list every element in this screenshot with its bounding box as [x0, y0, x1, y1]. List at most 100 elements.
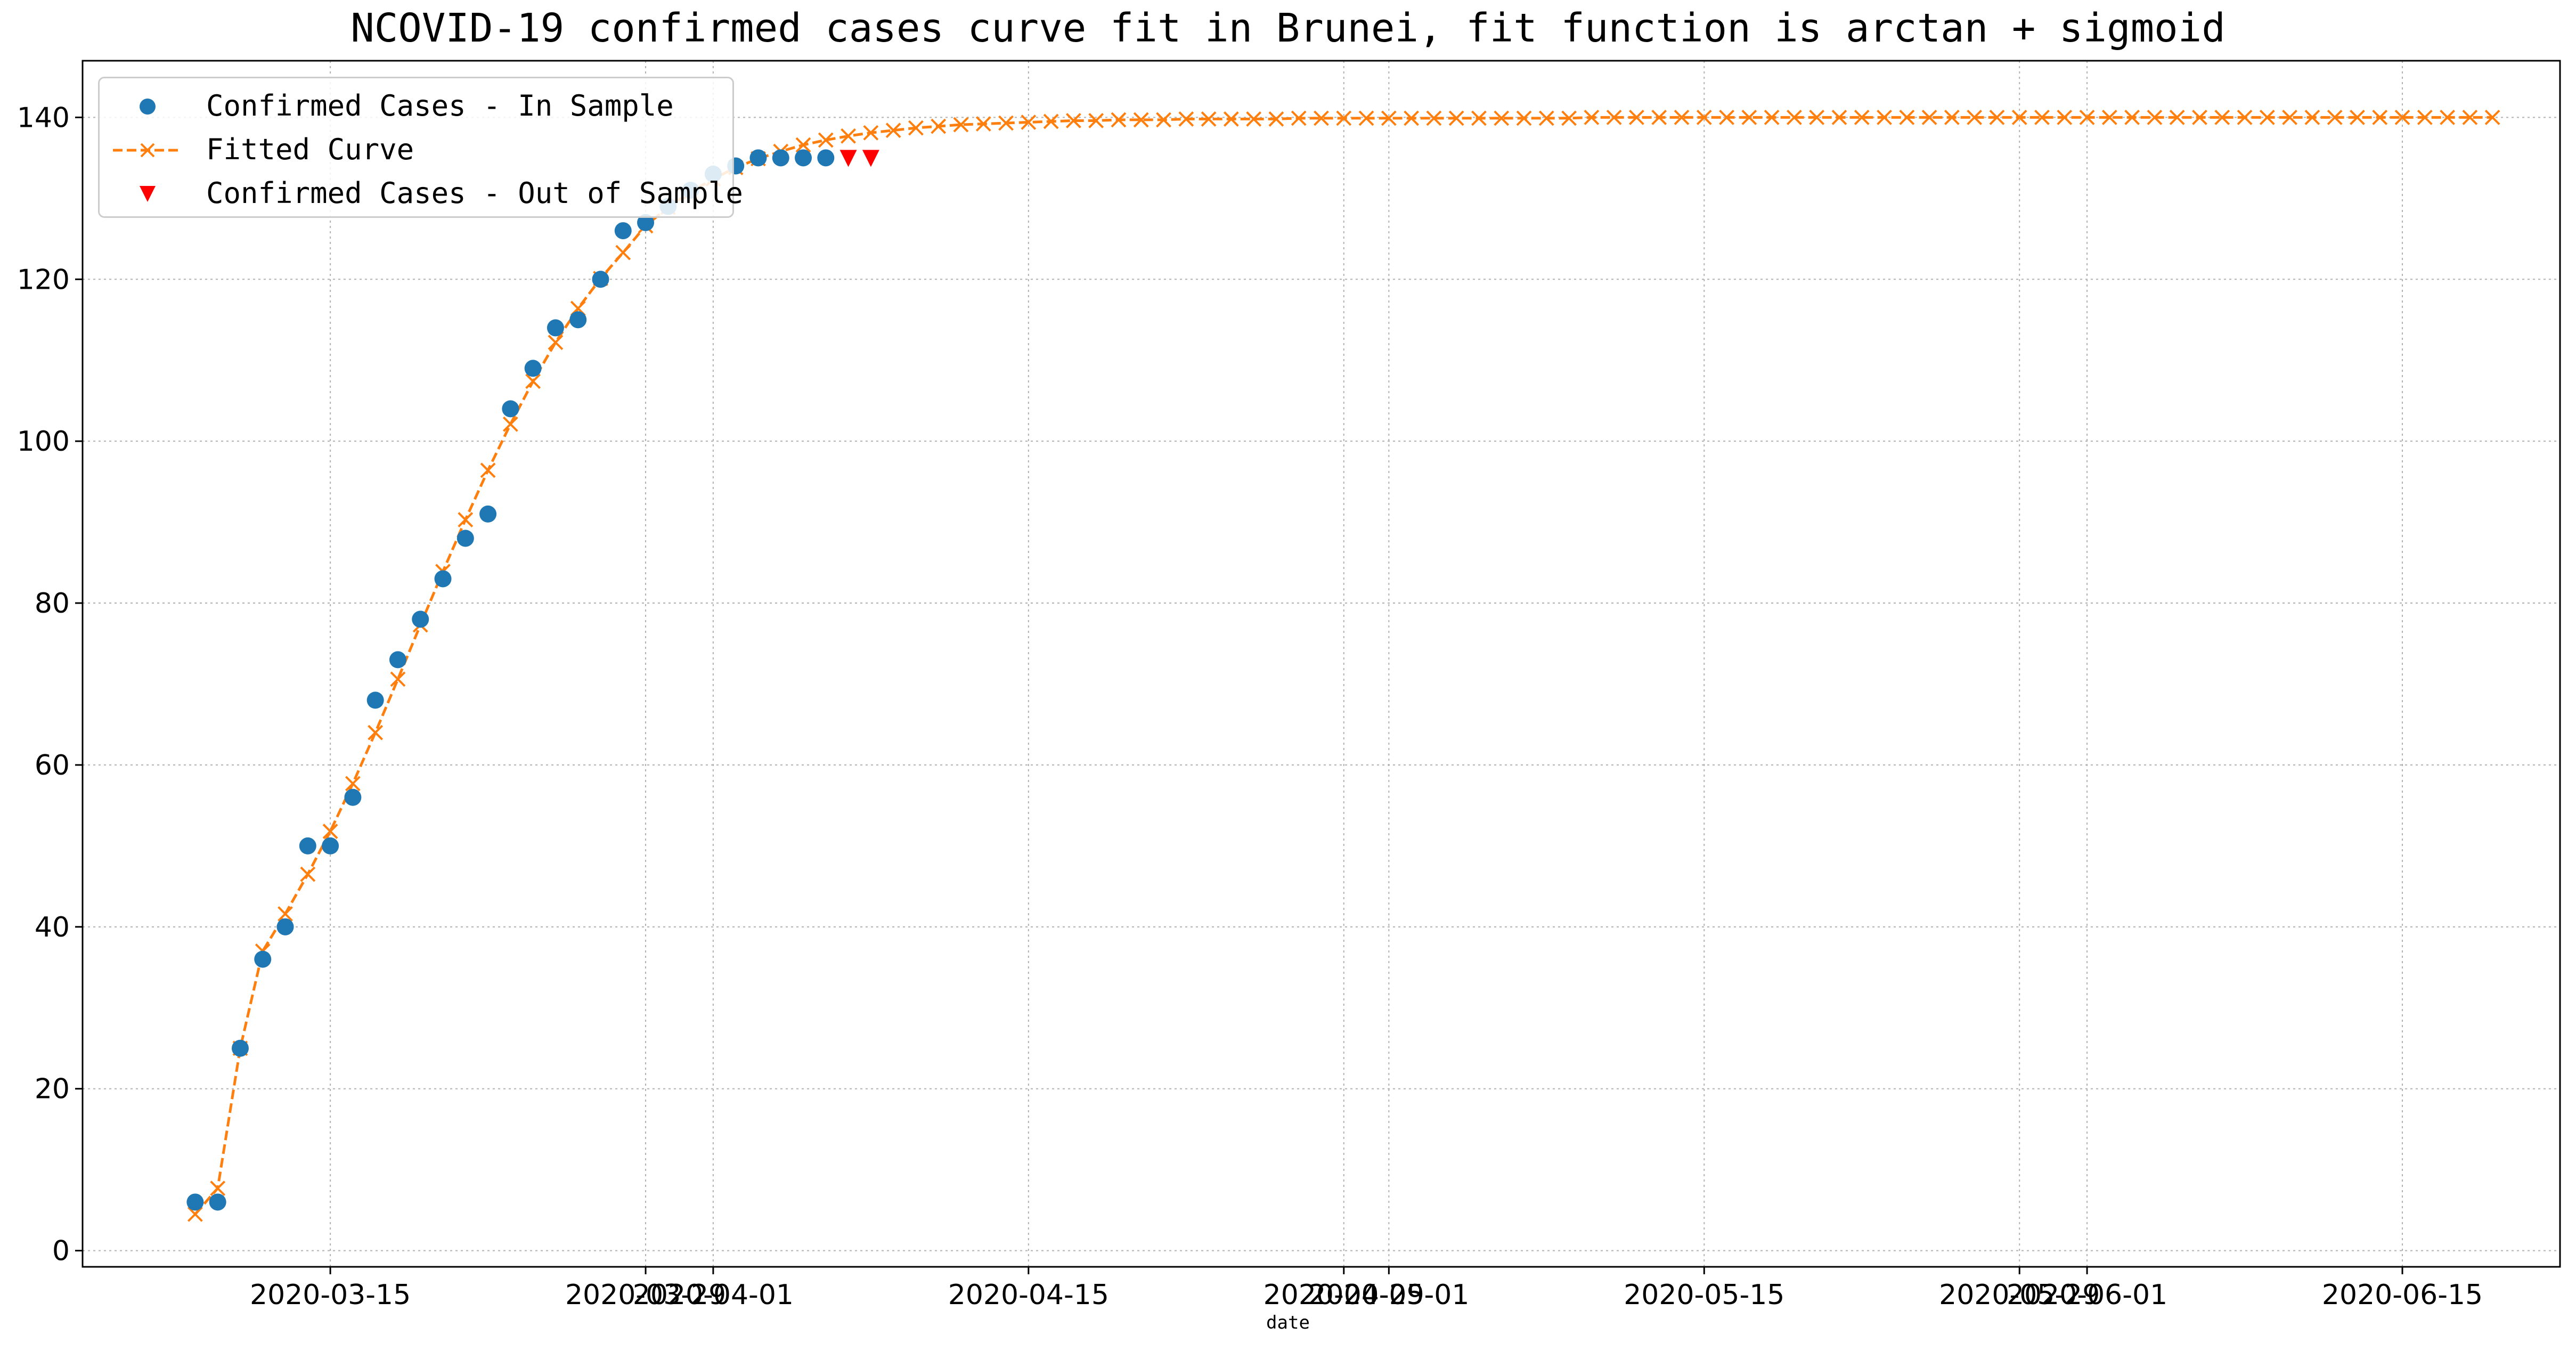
fitted-curve-marker	[480, 462, 496, 478]
fitted-curve-marker	[1448, 110, 1464, 126]
y-tick-label: 40	[35, 911, 70, 943]
fitted-curve-marker	[975, 116, 991, 132]
legend-swatch-out-of-sample	[140, 186, 156, 202]
fitted-curve-marker	[1314, 110, 1329, 126]
fitted-curve-marker	[1201, 111, 1217, 127]
out-of-sample-point	[839, 150, 857, 167]
axes-frame	[81, 60, 2561, 1268]
fitted-curve-marker	[1899, 109, 1915, 125]
fitted-curve-marker	[2124, 109, 2140, 125]
in-sample-point	[276, 918, 294, 935]
in-sample-point	[524, 360, 542, 377]
fitted-curve-marker	[1877, 109, 1892, 125]
in-sample-point	[772, 149, 789, 167]
fitted-curve-marker	[2484, 109, 2500, 125]
y-tick-label: 140	[17, 102, 70, 134]
fitted-curve-marker	[1989, 109, 2005, 125]
fitted-curve-marker	[2169, 109, 2185, 125]
y-tick-label: 20	[35, 1073, 70, 1105]
x-axis-label: date	[1266, 1312, 1310, 1333]
chart-title: NCOVID-19 confirmed cases curve fit in B…	[350, 5, 2226, 51]
legend-swatch-in-sample	[140, 99, 156, 115]
y-tick-label: 0	[52, 1235, 70, 1267]
fitted-curve-marker	[548, 335, 564, 351]
fitted-curve-marker	[2101, 109, 2117, 125]
fitted-curve-marker	[1831, 109, 1847, 125]
in-sample-point	[614, 222, 632, 240]
fitted-curve-marker	[931, 118, 947, 134]
fitted-curve-marker	[1268, 111, 1284, 127]
in-sample-point	[412, 611, 429, 628]
fitted-curve-marker	[1561, 110, 1577, 126]
fitted-curve-marker	[345, 776, 361, 792]
fitted-curve-marker	[1967, 109, 1983, 125]
fitted-curve-marker	[300, 866, 316, 882]
fitted-curve-marker	[885, 123, 901, 139]
legend-label-out-of-sample: Confirmed Cases - Out of Sample	[206, 176, 743, 210]
legend-item-out-of-sample: Confirmed Cases - Out of Sample	[100, 172, 743, 216]
x-tick-label: 2020-05-29	[1939, 1279, 2100, 1311]
out-of-sample-point	[862, 150, 879, 167]
legend-item-fitted: Fitted Curve	[100, 128, 732, 172]
legend-label-fitted: Fitted Curve	[206, 133, 414, 166]
fitted-curve-marker	[210, 1181, 226, 1197]
fitted-curve-marker	[908, 120, 924, 136]
fitted-curve-marker	[458, 512, 474, 527]
fitted-curve-marker	[1516, 110, 1532, 126]
fitted-curve-marker	[1741, 109, 1757, 125]
fitted-curve-marker	[1787, 109, 1802, 125]
in-sample-point	[456, 530, 474, 547]
fitted-curve-marker	[1651, 109, 1667, 125]
fitted-curve-marker	[795, 137, 811, 153]
fitted-curve-marker	[2282, 109, 2298, 125]
in-sample-point	[254, 950, 272, 968]
in-sample-point	[186, 1193, 204, 1211]
in-sample-point	[344, 788, 362, 806]
fitted-curve-marker	[1606, 109, 1622, 125]
fitted-curve-marker	[1629, 109, 1644, 125]
x-tick-label: 2020-03-29	[565, 1279, 726, 1311]
x-tick-label: 2020-04-29	[1263, 1279, 1424, 1311]
fitted-curve-marker	[502, 416, 518, 432]
fitted-curve-marker	[2011, 109, 2027, 125]
fitted-curve-marker	[1021, 115, 1037, 130]
fitted-curve-marker	[2327, 109, 2343, 125]
fitted-curve-marker	[1854, 109, 1870, 125]
fitted-curve-marker	[1674, 109, 1690, 125]
in-sample-point	[502, 400, 519, 418]
fitted-curve-marker	[1584, 109, 1600, 125]
in-sample-point	[547, 319, 564, 337]
fitted-curve-marker	[1381, 110, 1397, 126]
fitted-curve-marker	[2237, 109, 2253, 125]
fitted-curve-marker	[525, 373, 541, 389]
in-sample-point	[322, 837, 339, 854]
fitted-curve-marker	[2034, 109, 2050, 125]
fitted-curve-marker	[2057, 109, 2073, 125]
y-tick-label: 60	[35, 750, 70, 782]
fitted-curve-marker	[368, 725, 384, 740]
y-tick-label: 80	[35, 588, 70, 620]
fitted-curve-marker	[2192, 109, 2207, 125]
fitted-curve-marker	[863, 125, 879, 141]
fitted-curve-marker	[1088, 113, 1104, 128]
fitted-curve-marker	[187, 1206, 203, 1222]
fitted-curve-marker	[2394, 109, 2410, 125]
fitted-curve-marker	[390, 671, 406, 687]
series-layer	[186, 109, 2500, 1222]
fitted-curve-marker	[1944, 109, 1960, 125]
legend-swatch-fitted	[113, 143, 182, 158]
fitted-curve-marker	[2259, 109, 2275, 125]
in-sample-point	[479, 505, 497, 523]
fitted-curve-marker	[2079, 109, 2095, 125]
in-sample-point	[209, 1193, 226, 1211]
fitted-curve-marker	[1043, 113, 1059, 129]
fitted-curve-marker	[1246, 111, 1262, 127]
fitted-curve-marker	[1921, 109, 1937, 125]
x-tick-label: 2020-04-15	[948, 1279, 1109, 1311]
in-sample-point	[817, 149, 835, 167]
fitted-curve-marker	[1471, 110, 1487, 126]
fitted-curve-marker	[1426, 110, 1442, 126]
fitted-curve-marker	[1764, 109, 1780, 125]
fitted-curve-marker	[1133, 112, 1149, 128]
